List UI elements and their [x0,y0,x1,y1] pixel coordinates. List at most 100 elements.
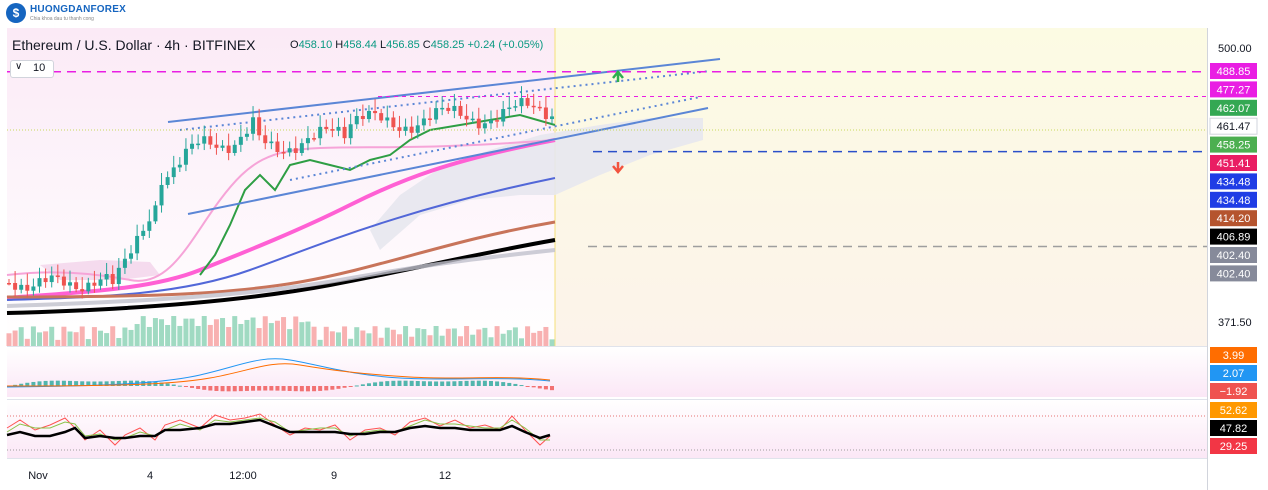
macd-bar [440,381,445,386]
up-arrow-icon [612,70,624,82]
macd-bar [427,381,432,386]
candle-body [165,177,170,185]
volume-bar [390,329,396,346]
price-tick: 371.50 [1218,317,1252,329]
macd-bar [61,380,66,386]
macd-bar [495,381,500,386]
price-label-text: 488.85 [1217,66,1251,78]
volume-bar [98,330,104,346]
macd-bar [122,380,127,386]
volume-bar [30,326,36,346]
candle-body [348,124,353,139]
osc-main-line [6,418,551,440]
macd-bar [196,386,201,389]
macd-bar [232,386,237,392]
candle-body [196,143,201,146]
candle-body [68,282,73,286]
volume-bar [116,338,122,346]
candle-body [74,282,79,290]
oscillator-panel [7,400,1207,458]
candle-body [141,230,146,236]
macd-bar [159,382,164,386]
volume-bar [104,333,110,346]
volume-bar [457,336,463,346]
candle-body [220,145,225,148]
volume-bar [415,328,421,346]
volume-bar [43,331,49,346]
macd-bar [74,381,79,386]
macd-bar [177,385,182,387]
price-axis-labels: 488.85 477.27 462.07 461.47 458.25 451.41 434.… [1209,63,1258,282]
macd-bar [354,385,359,387]
candle-body [299,143,304,153]
channel-lower [187,107,709,215]
macd-bar [220,386,225,392]
volume-bar [360,330,366,346]
volume-bar [177,325,183,346]
price-label-box [1210,191,1257,208]
candle-body [427,118,432,120]
candle-body [232,144,237,154]
volume-bar [476,329,482,346]
price-label-box [1210,136,1257,153]
volume-bar [146,326,152,346]
price-label-box [1209,117,1258,135]
candle-body [293,148,298,153]
macd-bar [43,380,48,386]
candle-body [312,138,317,140]
candle-body [391,117,396,128]
macd-bar [299,386,304,392]
horizontal-levels [7,71,1207,248]
candle-body [324,126,329,130]
price-label-text: 434.48 [1217,176,1251,188]
macd-bar [543,386,548,390]
candle-body [80,289,85,292]
price-label-box [1210,81,1257,98]
macd-bar [55,380,60,386]
volume-bar [122,327,128,346]
indicators-toggle[interactable]: ∨ 10 [10,60,54,78]
price-label-text: 434.48 [1217,195,1251,207]
candle-body [92,282,97,286]
symbol-title[interactable]: Ethereum / U.S. Dollar · 4h · BITFINEX [12,37,256,53]
candle-body [470,118,475,121]
macd-bar [31,381,36,386]
high-label: H [335,39,344,51]
open-value: 458.10 [298,39,333,51]
candle-body [251,117,256,134]
candle-body [305,138,310,144]
macd-bar [80,381,85,386]
volume-bar [311,326,317,346]
price-label-box [1210,63,1257,79]
price-label-text: 451.41 [1217,158,1251,170]
candle-body [415,125,420,133]
volume-bar [207,324,213,346]
down-arrow-icon [612,162,624,174]
macd-bar [281,386,286,391]
candle-body [550,116,554,120]
supertrend-line [199,113,556,276]
macd-histogram [7,380,554,392]
macd-bar [476,380,481,386]
channel-dotted [289,96,701,181]
candle-body [214,144,219,148]
volume-bar [531,332,537,346]
ma-brown [6,220,556,299]
volume-bar [305,321,311,346]
volume-bar [506,330,512,346]
volume-bar [299,322,305,346]
candle-body [397,127,402,131]
volume-bar [159,319,165,346]
macd-bar [482,380,487,386]
macd-bar [226,386,231,392]
candle-body [495,120,500,122]
macd-bar [324,386,329,391]
volume-bar [342,326,348,346]
time-axis: Nov 4 12:00 9 12 [28,470,451,482]
ohlc-legend: O458.10 H458.44 L456.85 C458.25 +0.24 (+… [290,39,543,51]
candle-body [116,267,121,285]
price-label-box [1210,265,1257,282]
low-label: L [379,39,387,51]
macd-bar [293,386,298,392]
brand-logo: $ HUONGDANFOREX Chia khoa dau tu thanh c… [6,2,136,26]
